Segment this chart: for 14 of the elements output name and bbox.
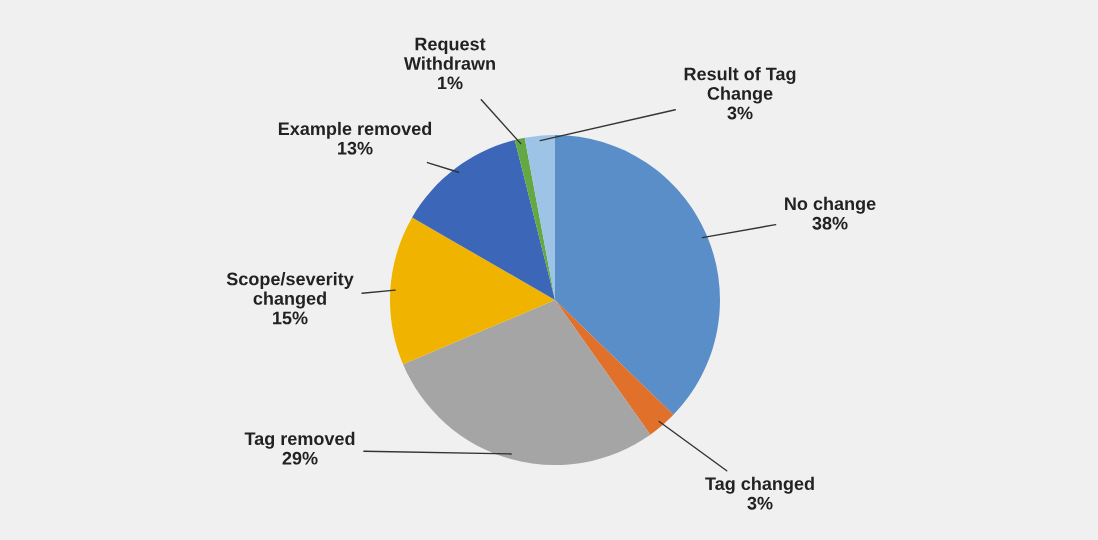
slice-label: Tag changed	[705, 476, 814, 494]
slice-label: Scope/severity changed	[226, 272, 354, 309]
slice-label: Tag removed	[244, 431, 355, 449]
data-label: 29%	[282, 451, 318, 465]
slice-label: No change	[785, 196, 876, 214]
data-label: 15%	[273, 311, 308, 325]
slice-label: Result of Tag Change	[684, 67, 796, 104]
slice-label: Example removed	[278, 121, 432, 139]
slice-label: Request Withdrawn	[403, 37, 495, 70]
data-label: 3%	[727, 106, 753, 120]
data-label: 38%	[812, 216, 848, 230]
data-label: 13%	[338, 141, 373, 155]
data-label: 1%	[438, 76, 463, 90]
data-label: 3%	[747, 496, 773, 510]
